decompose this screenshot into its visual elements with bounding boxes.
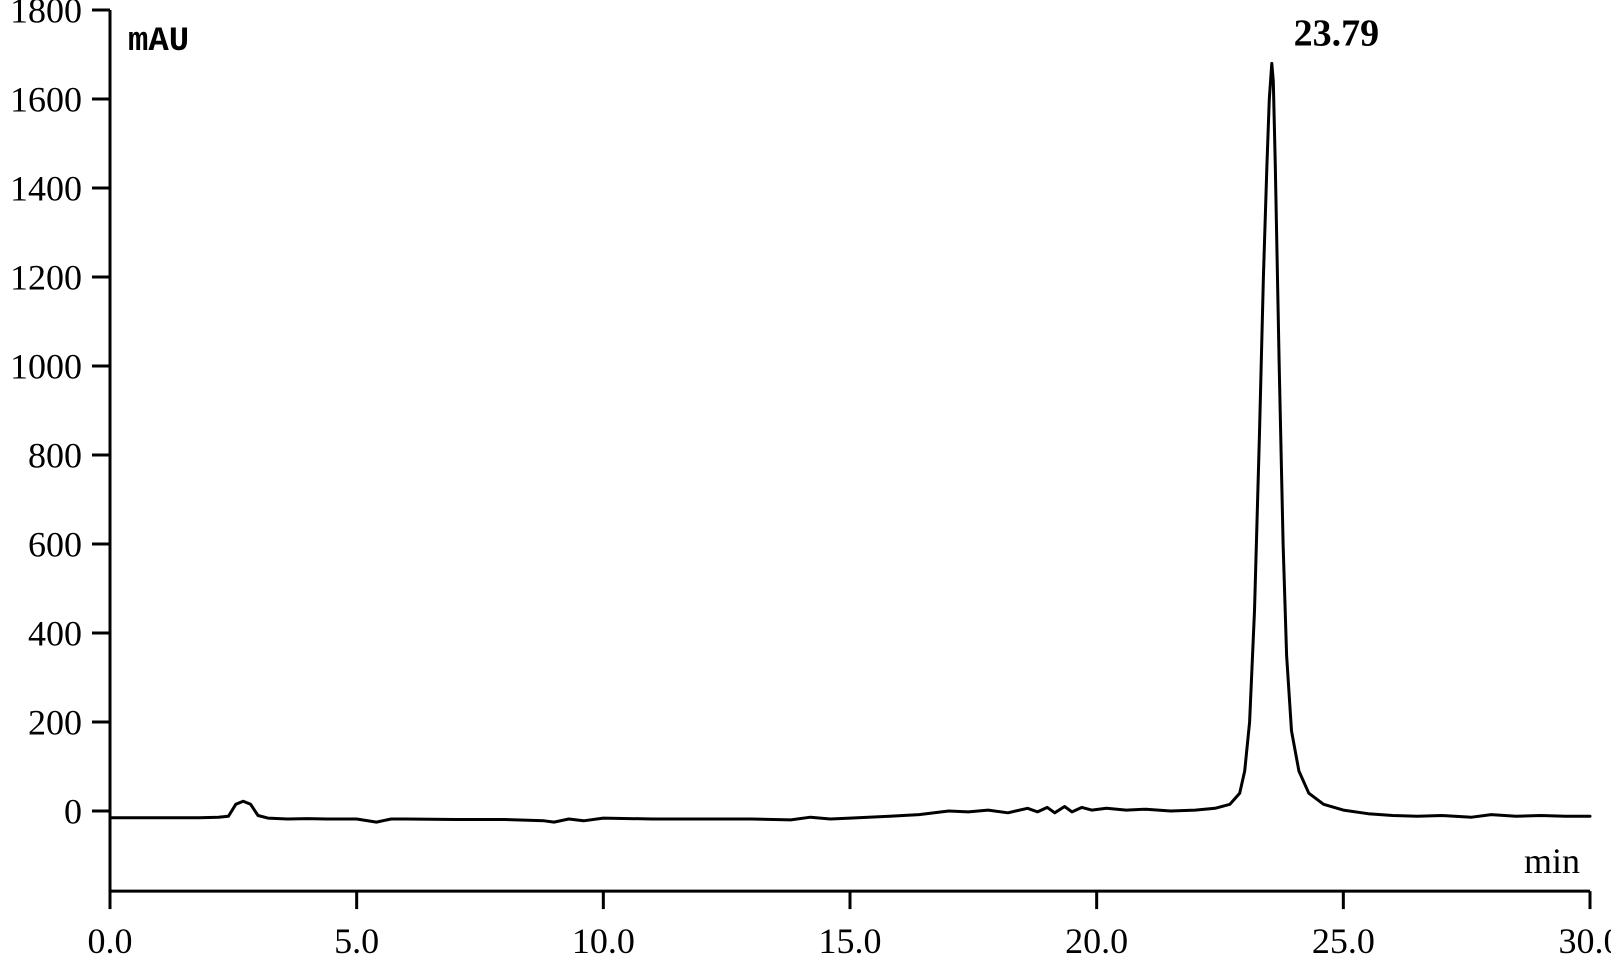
x-tick-label: 15.0 [819,921,882,961]
y-tick-label: 400 [28,614,82,654]
x-ticks: 0.0 5.0 10.0 15.0 20.0 25.0 30.0 [88,891,1611,961]
x-tick-label: 5.0 [334,921,379,961]
x-axis-unit-label: min [1524,841,1580,881]
y-tick-label: 200 [28,703,82,743]
y-tick-label: 600 [28,525,82,565]
y-tick-label: 1000 [10,347,82,387]
y-ticks: 0 200 400 600 800 1000 1200 1400 1600 1800 [10,0,110,832]
x-tick-label: 25.0 [1312,921,1375,961]
y-tick-label: 1400 [10,169,82,209]
peak-retention-time-label: 23.79 [1294,13,1380,55]
y-tick-label: 1800 [10,0,82,31]
x-tick-label: 0.0 [88,921,133,961]
chromatogram-chart: 0 200 400 600 800 1000 1200 1400 1600 1800 0.0 5.0… [0,0,1611,980]
y-tick-label: 1600 [10,80,82,120]
y-tick-label: 800 [28,436,82,476]
x-tick-label: 20.0 [1065,921,1128,961]
y-axis-unit-label: mAU [128,23,189,61]
chart-svg: 0 200 400 600 800 1000 1200 1400 1600 1800 0.0 5.0… [0,0,1611,980]
y-tick-label: 0 [64,792,82,832]
chromatogram-trace [110,63,1590,822]
x-tick-label: 10.0 [572,921,635,961]
y-tick-label: 1200 [10,258,82,298]
x-tick-label: 30.0 [1559,921,1611,961]
